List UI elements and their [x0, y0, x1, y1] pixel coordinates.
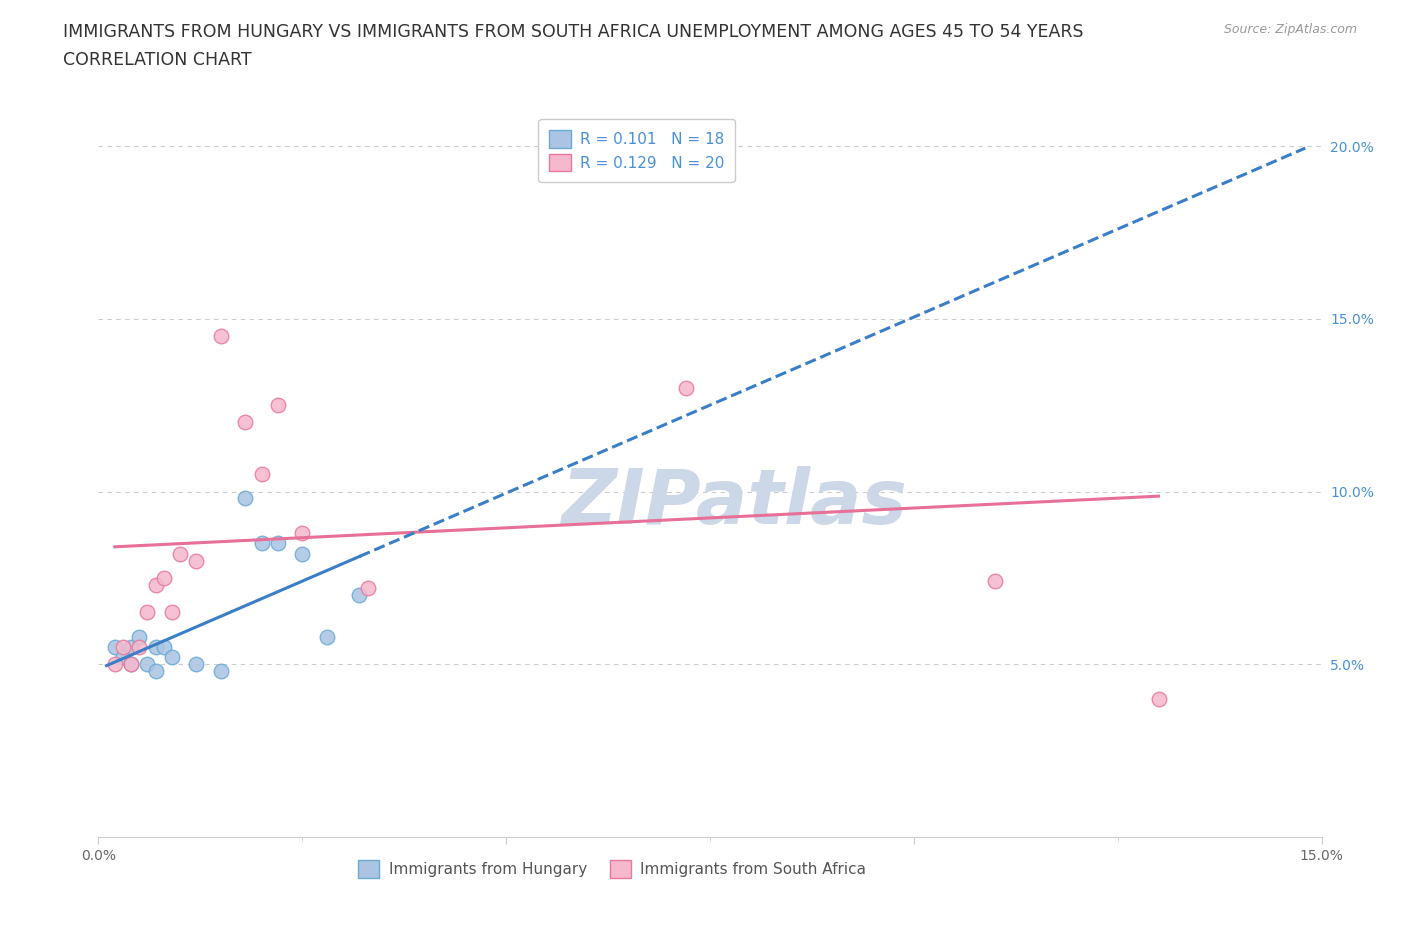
Point — [120, 640, 142, 655]
Text: CORRELATION CHART: CORRELATION CHART — [63, 51, 252, 69]
Point — [104, 657, 127, 671]
Point — [1147, 691, 1170, 706]
Point — [291, 525, 314, 540]
Point — [233, 415, 256, 430]
Point — [576, 166, 599, 181]
Point — [186, 657, 208, 671]
Point — [984, 574, 1007, 589]
Point — [267, 536, 290, 551]
Point — [675, 380, 697, 395]
Text: ZIPatlas: ZIPatlas — [561, 466, 907, 540]
Text: IMMIGRANTS FROM HUNGARY VS IMMIGRANTS FROM SOUTH AFRICA UNEMPLOYMENT AMONG AGES : IMMIGRANTS FROM HUNGARY VS IMMIGRANTS FR… — [63, 23, 1084, 41]
Point — [186, 553, 208, 568]
Point — [250, 467, 273, 482]
Point — [267, 398, 290, 413]
Point — [128, 640, 150, 655]
Point — [128, 630, 150, 644]
Point — [209, 328, 232, 343]
Point — [160, 605, 183, 620]
Legend: Immigrants from Hungary, Immigrants from South Africa: Immigrants from Hungary, Immigrants from… — [352, 854, 872, 883]
Point — [291, 546, 314, 561]
Point — [169, 546, 191, 561]
Point — [209, 664, 232, 679]
Point — [136, 605, 159, 620]
Point — [111, 650, 134, 665]
Point — [120, 657, 142, 671]
Point — [250, 536, 273, 551]
Point — [145, 640, 167, 655]
Point — [152, 570, 174, 585]
Point — [152, 640, 174, 655]
Point — [145, 664, 167, 679]
Point — [120, 657, 142, 671]
Point — [315, 630, 337, 644]
Text: Source: ZipAtlas.com: Source: ZipAtlas.com — [1223, 23, 1357, 36]
Point — [136, 657, 159, 671]
Point — [356, 581, 378, 596]
Point — [111, 640, 134, 655]
Point — [104, 640, 127, 655]
Point — [349, 588, 371, 603]
Point — [233, 491, 256, 506]
Point — [145, 578, 167, 592]
Point — [160, 650, 183, 665]
